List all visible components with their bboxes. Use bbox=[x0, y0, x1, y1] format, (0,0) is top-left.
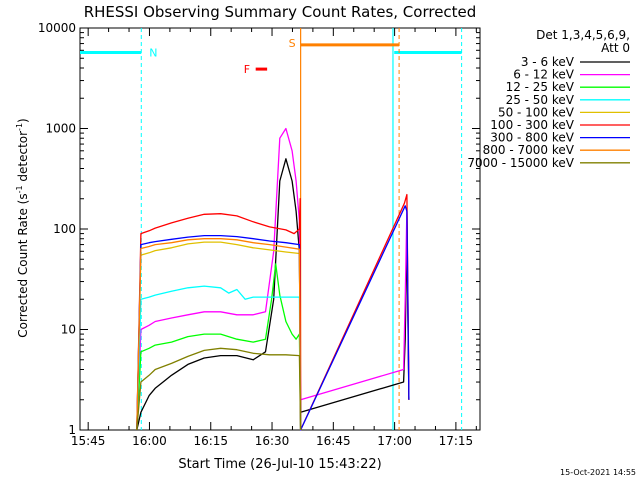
series-line-5 bbox=[136, 241, 302, 431]
legend-entry-label: 7000 - 15000 keV bbox=[467, 156, 574, 170]
y-axis-label-main: Corrected Count Rate (s bbox=[16, 193, 30, 337]
y-tick-label: 10 bbox=[61, 323, 76, 337]
series-line-4 bbox=[136, 285, 302, 431]
y-tick-label: 1000 bbox=[45, 122, 76, 136]
generation-timestamp: 15-Oct-2021 14:55 bbox=[560, 468, 636, 477]
legend-entry-label: 100 - 300 keV bbox=[490, 118, 574, 132]
plot-area: 1 10 100 1000 10000 15:45 16:00 16:15 16:30 16:45… bbox=[38, 21, 481, 448]
y-tick-label: 100 bbox=[53, 222, 76, 236]
flag-s-label: S bbox=[289, 37, 296, 50]
legend-entry-label: 50 - 100 keV bbox=[498, 105, 575, 119]
flag-f-label: F bbox=[244, 63, 250, 76]
series-line-7 bbox=[136, 205, 410, 431]
x-tick-label: 17:00 bbox=[377, 434, 412, 448]
y-axis-label-mid: detector bbox=[16, 131, 30, 186]
legend-entry-label: 300 - 800 keV bbox=[490, 131, 574, 145]
y-axis-label-sup1: -1 bbox=[15, 185, 24, 193]
legend-entry-label: 12 - 25 keV bbox=[506, 80, 575, 94]
legend-entry-label: 6 - 12 keV bbox=[513, 68, 575, 82]
legend-header-attenuator: Att 0 bbox=[601, 41, 630, 55]
flag-n-label: N bbox=[149, 47, 157, 60]
x-tick-label: 16:30 bbox=[255, 434, 290, 448]
x-axis-label: Start Time (26-Jul-10 15:43:22) bbox=[178, 457, 381, 472]
series-line-2 bbox=[136, 127, 410, 431]
chart-title: RHESSI Observing Summary Count Rates, Co… bbox=[84, 3, 477, 21]
y-tick-label: 1 bbox=[68, 423, 76, 437]
legend-entry-label: 3 - 6 keV bbox=[521, 55, 575, 69]
y-axis-label: Corrected Count Rate (s-1 detector-1) bbox=[15, 118, 30, 337]
x-tick-label: 15:45 bbox=[71, 434, 106, 448]
x-tick-label: 17:15 bbox=[439, 434, 474, 448]
series-line-6 bbox=[136, 193, 410, 431]
y-axis-label-sup2: -1 bbox=[15, 123, 24, 131]
legend-header-detectors: Det 1,3,4,5,6,9, bbox=[536, 28, 630, 42]
legend-entry-label: 25 - 50 keV bbox=[506, 93, 575, 107]
series-line-3 bbox=[136, 263, 302, 431]
x-tick-label: 16:15 bbox=[193, 434, 228, 448]
legend-entry-label: 800 - 7000 keV bbox=[483, 143, 575, 157]
x-tick-label: 16:00 bbox=[132, 434, 167, 448]
x-tick-label: 16:45 bbox=[316, 434, 351, 448]
y-tick-label: 10000 bbox=[38, 21, 76, 35]
series-line-8 bbox=[136, 238, 302, 431]
series-line-9 bbox=[136, 347, 302, 431]
y-axis-label-end: ) bbox=[16, 118, 30, 123]
series-line-1 bbox=[136, 158, 410, 431]
